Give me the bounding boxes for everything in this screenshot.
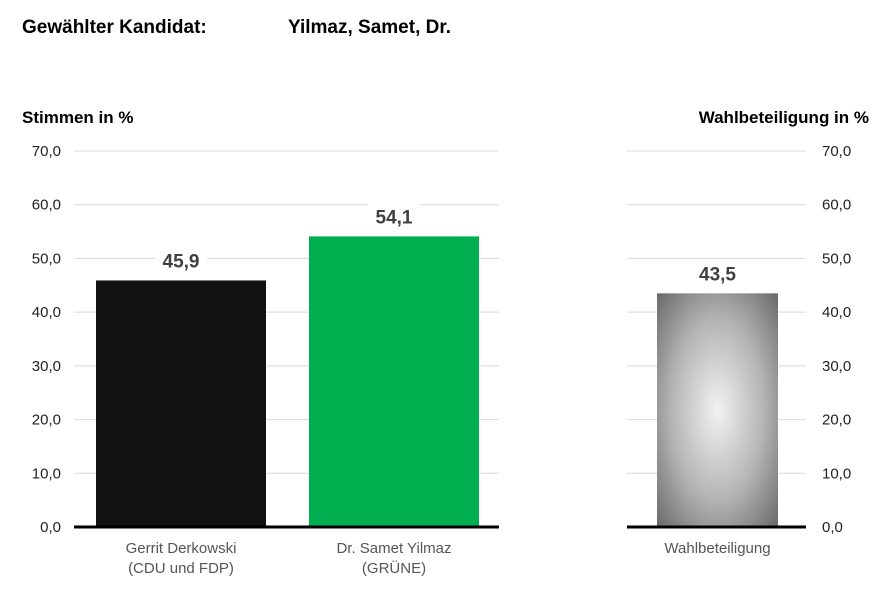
bar (657, 293, 778, 527)
turnout-axis-title: Wahlbeteiligung in % (698, 108, 869, 127)
y-tick-label: 20,0 (822, 412, 851, 429)
category-label: (CDU und FDP) (128, 560, 234, 577)
y-tick-label: 70,0 (822, 143, 851, 160)
value-label-backdrop (155, 247, 207, 272)
value-label-backdrop (368, 203, 420, 228)
value-label: 54,1 (376, 207, 413, 228)
value-label: 45,9 (163, 251, 200, 272)
value-label-backdrop (691, 260, 744, 285)
y-tick-label: 40,0 (822, 304, 851, 321)
y-tick-label: 70,0 (32, 143, 61, 160)
y-tick-label: 0,0 (822, 519, 843, 536)
y-tick-label: 30,0 (822, 358, 851, 375)
y-tick-label: 60,0 (32, 197, 61, 214)
y-tick-label: 20,0 (32, 412, 61, 429)
category-label: Gerrit Derkowski (126, 540, 237, 557)
category-label: (GRÜNE) (362, 559, 426, 577)
selected-candidate-value: Yilmaz, Samet, Dr. (288, 17, 451, 38)
y-tick-label: 30,0 (32, 358, 61, 375)
y-tick-label: 10,0 (822, 465, 851, 482)
bar (309, 236, 479, 528)
y-tick-label: 50,0 (32, 250, 61, 267)
bar (96, 280, 266, 527)
y-tick-label: 10,0 (32, 465, 61, 482)
y-tick-label: 40,0 (32, 304, 61, 321)
category-label: Dr. Samet Yilmaz (336, 540, 451, 557)
category-label: Wahlbeteiligung (664, 540, 770, 557)
y-tick-label: 50,0 (822, 250, 851, 267)
votes-axis-title: Stimmen in % (22, 108, 134, 127)
y-tick-label: 60,0 (822, 197, 851, 214)
value-label: 43,5 (699, 264, 736, 285)
selected-candidate-label: Gewählter Kandidat: (22, 17, 207, 38)
y-tick-label: 0,0 (40, 519, 61, 536)
